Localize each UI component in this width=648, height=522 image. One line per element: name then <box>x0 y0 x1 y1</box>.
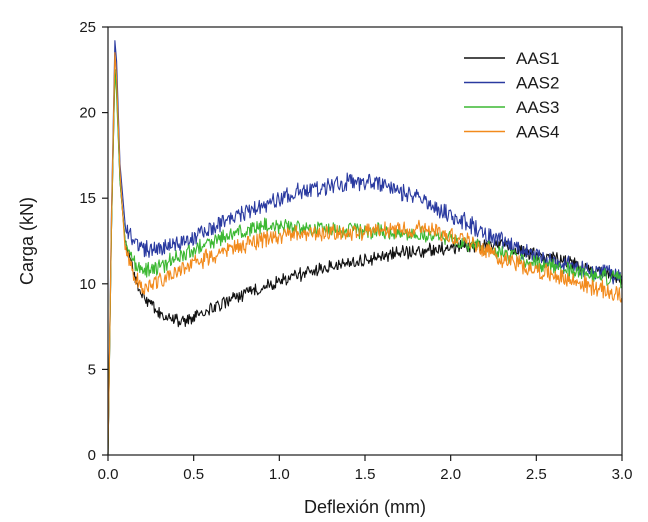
y-tick-label: 25 <box>79 19 96 36</box>
y-tick-label: 0 <box>88 447 96 464</box>
y-axis-title: Carga (kN) <box>17 197 37 285</box>
x-axis-title: Deflexión (mm) <box>304 497 426 517</box>
x-tick-label: 0.5 <box>183 466 204 483</box>
series-line-aas4 <box>107 52 623 456</box>
legend-label-aas4: AAS4 <box>516 123 559 142</box>
series-line-aas1 <box>107 69 623 456</box>
ticks-layer: 0.0 0.5 1.0 1.5 2.0 2.5 3.0 0 5 10 15 20 25 <box>79 19 632 483</box>
series-line-aas2 <box>107 40 623 456</box>
x-tick-label: 2.5 <box>526 466 547 483</box>
legend-label-aas3: AAS3 <box>516 98 559 117</box>
legend: AAS1 AAS2 AAS3 AAS4 <box>464 49 559 142</box>
legend-label-aas2: AAS2 <box>516 74 559 93</box>
series-layer <box>107 40 623 456</box>
y-tick-label: 15 <box>79 190 96 207</box>
x-tick-label: 0.0 <box>98 466 119 483</box>
legend-label-aas1: AAS1 <box>516 49 559 68</box>
y-tick-label: 20 <box>79 105 96 122</box>
y-tick-label: 10 <box>79 276 96 293</box>
x-tick-label: 2.0 <box>440 466 461 483</box>
x-tick-label: 1.5 <box>355 466 376 483</box>
x-tick-label: 1.0 <box>269 466 290 483</box>
y-tick-label: 5 <box>88 361 96 378</box>
x-tick-label: 3.0 <box>612 466 633 483</box>
